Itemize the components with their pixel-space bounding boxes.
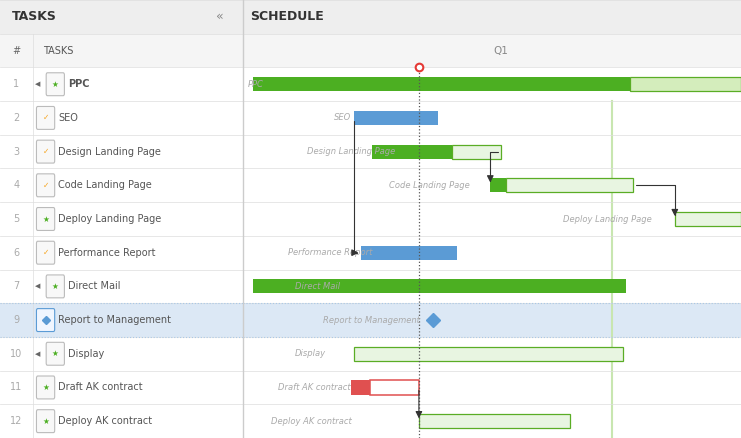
Text: ★: ★ bbox=[42, 215, 49, 223]
Text: 11: 11 bbox=[10, 382, 22, 392]
Text: Direct Mail: Direct Mail bbox=[295, 282, 340, 291]
Text: Report to Management: Report to Management bbox=[59, 315, 171, 325]
Text: Deploy Landing Page: Deploy Landing Page bbox=[563, 215, 652, 223]
Bar bbox=[354, 347, 622, 361]
Bar bbox=[354, 111, 438, 125]
Text: 5: 5 bbox=[13, 214, 19, 224]
Text: 6: 6 bbox=[13, 248, 19, 258]
Text: Performance Report: Performance Report bbox=[59, 248, 156, 258]
Text: ✓: ✓ bbox=[42, 248, 49, 257]
Bar bbox=[372, 145, 452, 159]
Text: ★: ★ bbox=[52, 282, 59, 291]
Bar bbox=[243, 34, 741, 67]
Text: ★: ★ bbox=[42, 417, 49, 426]
Bar bbox=[351, 380, 370, 395]
FancyBboxPatch shape bbox=[36, 140, 55, 163]
Text: ★: ★ bbox=[42, 383, 49, 392]
Text: ◀: ◀ bbox=[36, 351, 41, 357]
Text: PPC: PPC bbox=[248, 80, 264, 89]
Text: Display: Display bbox=[295, 349, 326, 358]
Bar bbox=[0, 0, 243, 34]
Text: 12: 12 bbox=[10, 416, 22, 426]
Text: Deploy AK contract: Deploy AK contract bbox=[271, 417, 352, 426]
Bar bbox=[419, 414, 571, 428]
Bar bbox=[452, 145, 501, 159]
Bar bbox=[0, 303, 243, 337]
Bar bbox=[253, 77, 630, 91]
FancyBboxPatch shape bbox=[36, 174, 55, 197]
Text: Code Landing Page: Code Landing Page bbox=[59, 180, 152, 190]
Text: 1: 1 bbox=[13, 79, 19, 89]
Text: ◀: ◀ bbox=[36, 283, 41, 290]
Text: 10: 10 bbox=[10, 349, 22, 359]
Text: TASKS: TASKS bbox=[12, 11, 57, 23]
Text: ✓: ✓ bbox=[42, 181, 49, 190]
Bar bbox=[506, 178, 633, 192]
Bar bbox=[491, 178, 506, 192]
Text: Deploy Landing Page: Deploy Landing Page bbox=[59, 214, 162, 224]
Text: SEO: SEO bbox=[333, 113, 350, 123]
FancyBboxPatch shape bbox=[36, 106, 55, 129]
Text: 2: 2 bbox=[13, 113, 19, 123]
FancyBboxPatch shape bbox=[36, 410, 55, 433]
Bar bbox=[243, 303, 741, 337]
Bar bbox=[370, 380, 419, 395]
Text: Design Landing Page: Design Landing Page bbox=[59, 147, 162, 157]
Text: 7: 7 bbox=[13, 281, 19, 291]
Text: 3: 3 bbox=[13, 147, 19, 157]
FancyBboxPatch shape bbox=[36, 208, 55, 230]
Text: Code Landing Page: Code Landing Page bbox=[389, 181, 470, 190]
FancyBboxPatch shape bbox=[46, 275, 64, 298]
Bar bbox=[253, 279, 626, 293]
Bar bbox=[243, 0, 741, 34]
Text: Design Landing Page: Design Landing Page bbox=[308, 147, 396, 156]
Text: PPC: PPC bbox=[68, 79, 90, 89]
Text: 4: 4 bbox=[13, 180, 19, 190]
Text: SCHEDULE: SCHEDULE bbox=[250, 11, 325, 23]
FancyBboxPatch shape bbox=[46, 73, 64, 95]
Text: TASKS: TASKS bbox=[42, 46, 73, 56]
Bar bbox=[675, 212, 741, 226]
Bar bbox=[0, 34, 243, 67]
Text: «: « bbox=[216, 11, 224, 23]
FancyBboxPatch shape bbox=[46, 343, 64, 365]
Text: Q1: Q1 bbox=[494, 46, 508, 56]
FancyBboxPatch shape bbox=[36, 241, 55, 264]
Text: Display: Display bbox=[68, 349, 104, 359]
Text: SEO: SEO bbox=[59, 113, 79, 123]
Text: Direct Mail: Direct Mail bbox=[68, 281, 121, 291]
Text: Draft AK contract: Draft AK contract bbox=[59, 382, 143, 392]
Text: Draft AK contract: Draft AK contract bbox=[278, 383, 350, 392]
FancyBboxPatch shape bbox=[36, 376, 55, 399]
Text: ★: ★ bbox=[52, 80, 59, 89]
FancyBboxPatch shape bbox=[36, 309, 55, 332]
Text: Performance Report: Performance Report bbox=[288, 248, 373, 257]
Text: Report to Management: Report to Management bbox=[323, 315, 420, 325]
Bar bbox=[362, 246, 457, 260]
Text: ◀: ◀ bbox=[36, 81, 41, 87]
Text: ✓: ✓ bbox=[42, 147, 49, 156]
Text: ★: ★ bbox=[52, 349, 59, 358]
Text: 9: 9 bbox=[13, 315, 19, 325]
Text: Deploy AK contract: Deploy AK contract bbox=[59, 416, 153, 426]
Bar bbox=[630, 77, 741, 91]
Text: ✓: ✓ bbox=[42, 113, 49, 123]
Text: #: # bbox=[13, 46, 21, 56]
